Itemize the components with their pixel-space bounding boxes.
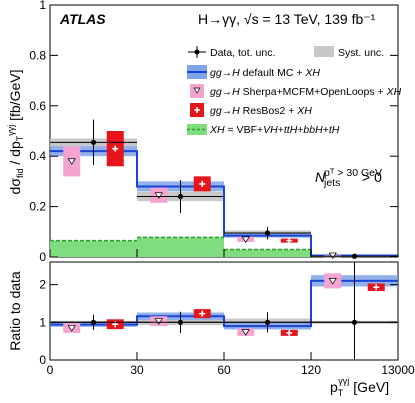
selection-subscript: jets bbox=[323, 177, 340, 189]
xlabel-sub: T bbox=[338, 388, 344, 398]
selection-n: N bbox=[315, 169, 326, 185]
legend-sherpa-label-p1: Sherpa+MCFM+OpenLoops + bbox=[240, 86, 387, 98]
legend-xh-label-p1: = VBF+ bbox=[225, 124, 264, 136]
legend-default-label-p1: default MC + bbox=[240, 67, 306, 79]
top-data-point-bin-3 bbox=[351, 253, 358, 259]
ylabel-top-p0: dσ bbox=[7, 178, 23, 195]
bottom-data-point-bin-2 bbox=[264, 319, 271, 325]
legend-resbos-marker bbox=[194, 107, 200, 113]
legend-syst-label: Syst. unc. bbox=[338, 47, 384, 59]
legend-sherpa-label-p2: XH bbox=[386, 86, 402, 98]
xlabel-unit: [GeV] bbox=[353, 379, 389, 395]
legend-syst-swatch bbox=[314, 46, 334, 57]
legend-data-label: Data, tot. unc. bbox=[210, 47, 275, 59]
bottom-data-point-bin-0 bbox=[90, 319, 97, 325]
top-xh-fill-bin-1 bbox=[137, 237, 224, 257]
bottom-ytick-label-1: 1 bbox=[39, 315, 46, 329]
process-label: H→γγ, √s = 13 TeV, 139 fb⁻¹ bbox=[198, 11, 376, 27]
y-axis-label-bottom: Ratio to data bbox=[7, 271, 23, 351]
top-panel-marks bbox=[50, 119, 398, 260]
legend-sherpa-marker bbox=[193, 87, 201, 94]
top-resbos-marker-bin-1 bbox=[199, 180, 206, 187]
top-sherpa-marker-bin-1 bbox=[154, 192, 163, 199]
legend-xh-label-p0: XH bbox=[209, 124, 225, 136]
ylabel-top-p2: / dp bbox=[7, 141, 23, 168]
bottom-data-point-bin-3 bbox=[351, 319, 358, 325]
legend-resbos-label: gg→H ResBos2 + XH bbox=[210, 105, 312, 117]
legend-sherpa-label: gg→H Sherpa+MCFM+OpenLoops + XH bbox=[210, 86, 402, 98]
experiment-label: ATLAS bbox=[59, 11, 106, 27]
bottom-ytick-label-2: 2 bbox=[39, 278, 46, 292]
top-data-point-bin-2 bbox=[264, 230, 271, 236]
top-ytick-label-5: 1 bbox=[39, 0, 46, 12]
top-ytick-label-1: 0.2 bbox=[29, 200, 46, 214]
selection-rhs: > 0 bbox=[362, 169, 382, 185]
ylabel-top-p4: γγj bbox=[6, 125, 16, 136]
ylabel-top-p1: fid bbox=[15, 169, 25, 179]
xlabel-main: p bbox=[330, 379, 338, 395]
bottom-resbos-marker-bin-1 bbox=[199, 310, 206, 317]
xtick-label-4: 13000 bbox=[381, 363, 415, 377]
selection-annotation: N pᵀ > 30 GeV jets > 0 bbox=[315, 167, 382, 189]
legend-xh-label-p5: + bbox=[297, 124, 303, 136]
xlabel-sup: γγj bbox=[338, 376, 349, 386]
top-data-point-bin-0 bbox=[90, 139, 97, 145]
top-resbos-marker-bin-2 bbox=[286, 237, 293, 244]
legend-xh-label-p7: + bbox=[323, 124, 329, 136]
legend-resbos-label-p2: XH bbox=[296, 105, 312, 117]
legend-sherpa-label-p0: gg→H bbox=[210, 86, 240, 98]
ylabel-top-p5: [fb/GeV] bbox=[7, 70, 23, 125]
xtick-label-2: 60 bbox=[217, 363, 231, 377]
top-ytick-label-3: 0.6 bbox=[29, 99, 46, 113]
top-xh-fill-bin-2 bbox=[224, 249, 311, 257]
ylabel-top-p3: T bbox=[15, 135, 25, 141]
top-resbos-marker-bin-0 bbox=[112, 145, 119, 152]
bottom-ytick-label-0: 0 bbox=[39, 353, 46, 367]
bottom-panel-marks bbox=[50, 262, 398, 360]
y-axis-label-top: dσfid / dpTγγj [fb/GeV] bbox=[6, 70, 25, 195]
legend-default-label-p2: XH bbox=[304, 67, 320, 79]
legend-default-label: gg→H default MC + XH bbox=[210, 67, 320, 79]
top-sherpa-marker-bin-0 bbox=[67, 158, 76, 165]
top-sherpa-marker-bin-3 bbox=[328, 252, 337, 260]
legend-resbos-label-p1: ResBos2 + bbox=[240, 105, 298, 117]
selection-superscript: pᵀ > 30 GeV bbox=[324, 167, 382, 179]
top-ytick-label-2: 0.4 bbox=[29, 149, 46, 163]
legend-default-label-p0: gg→H bbox=[210, 67, 240, 79]
top-sherpa-marker-bin-2 bbox=[241, 236, 250, 244]
legend-resbos-label-p0: gg→H bbox=[210, 105, 240, 117]
bottom-sherpa-marker-bin-1 bbox=[154, 318, 163, 325]
bottom-sherpa-marker-bin-0 bbox=[67, 325, 76, 332]
legend-xh-label-p4: ttH bbox=[284, 124, 298, 136]
xtick-label-0: 0 bbox=[47, 363, 54, 377]
legend-data-swatch-marker bbox=[194, 49, 200, 55]
bottom-resbos-marker-bin-2 bbox=[286, 329, 293, 336]
legend: Data, tot. unc. Syst. unc. gg→H default … bbox=[187, 46, 402, 136]
bottom-default-line bbox=[50, 279, 398, 328]
legend-xh-label-p8: tH bbox=[329, 124, 340, 136]
top-data-point-bin-1 bbox=[177, 193, 184, 200]
xtick-label-3: 120 bbox=[301, 363, 321, 377]
legend-xh-label: XH = VBF+VH+ttH+bbH+tH bbox=[209, 124, 340, 136]
x-axis-label: pTγγj [GeV] bbox=[330, 376, 389, 398]
legend-xh-label-p3: + bbox=[278, 124, 284, 136]
xtick-label-1: 30 bbox=[130, 363, 144, 377]
top-ytick-label-0: 0 bbox=[39, 250, 46, 264]
bottom-data-point-bin-1 bbox=[177, 319, 184, 325]
bottom-resbos-marker-bin-3 bbox=[373, 284, 380, 291]
legend-xh-label-p6: bbH bbox=[303, 124, 323, 136]
bottom-sherpa-marker-bin-3 bbox=[328, 277, 337, 285]
legend-xh-label-p2: VH bbox=[263, 124, 278, 136]
top-xh-fill-bin-0 bbox=[50, 240, 137, 257]
top-ytick-label-4: 0.8 bbox=[29, 48, 46, 62]
bottom-sherpa-marker-bin-2 bbox=[241, 329, 250, 336]
